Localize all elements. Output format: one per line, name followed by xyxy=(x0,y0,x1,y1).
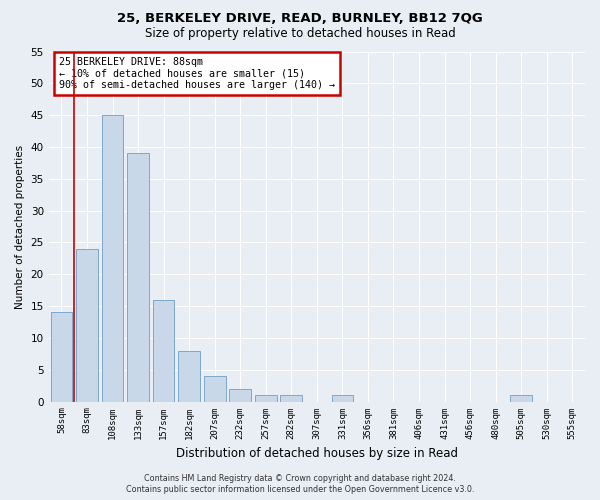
Bar xyxy=(280,395,302,402)
Bar xyxy=(76,249,98,402)
Bar xyxy=(178,350,200,402)
Text: 25, BERKELEY DRIVE, READ, BURNLEY, BB12 7QG: 25, BERKELEY DRIVE, READ, BURNLEY, BB12 … xyxy=(117,12,483,26)
Text: Size of property relative to detached houses in Read: Size of property relative to detached ho… xyxy=(145,28,455,40)
X-axis label: Distribution of detached houses by size in Read: Distribution of detached houses by size … xyxy=(176,447,458,460)
Bar xyxy=(101,115,124,402)
Bar xyxy=(229,389,251,402)
Bar xyxy=(153,300,175,402)
Bar xyxy=(127,154,149,402)
Bar xyxy=(510,395,532,402)
Y-axis label: Number of detached properties: Number of detached properties xyxy=(15,144,25,308)
Text: Contains HM Land Registry data © Crown copyright and database right 2024.
Contai: Contains HM Land Registry data © Crown c… xyxy=(126,474,474,494)
Bar xyxy=(332,395,353,402)
Bar xyxy=(255,395,277,402)
Bar xyxy=(204,376,226,402)
Bar xyxy=(50,312,72,402)
Text: 25 BERKELEY DRIVE: 88sqm
← 10% of detached houses are smaller (15)
90% of semi-d: 25 BERKELEY DRIVE: 88sqm ← 10% of detach… xyxy=(59,57,335,90)
